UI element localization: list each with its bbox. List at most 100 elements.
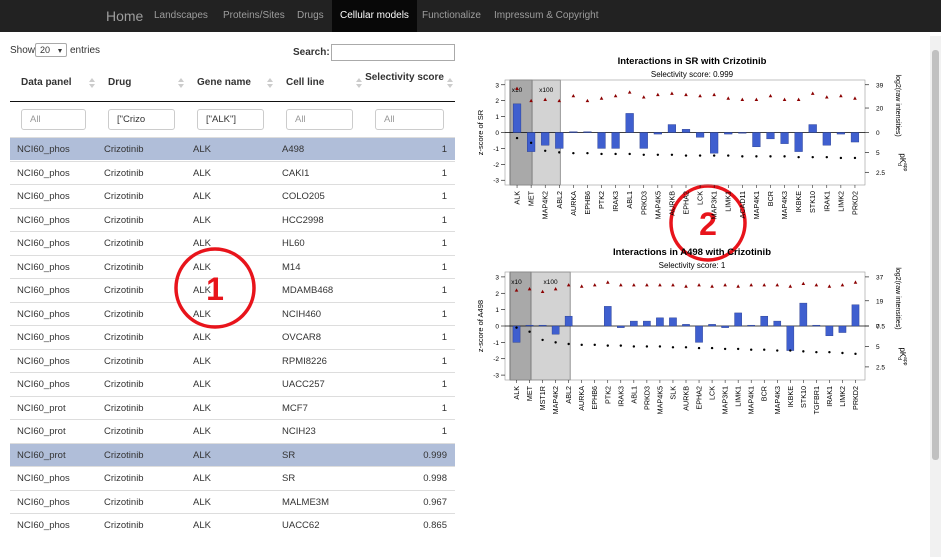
table-cell: SR: [282, 449, 296, 461]
pkd-marker: [528, 330, 531, 333]
table-cell: ALK: [193, 332, 211, 343]
group-label: x10: [512, 87, 523, 94]
intensity-marker: [605, 280, 610, 284]
table-row[interactable]: NCI60_phos Crizotinib ALK A498 1: [10, 137, 455, 160]
table-row[interactable]: NCI60_phos Crizotinib ALK MDAMB468 1: [10, 278, 455, 301]
column-header[interactable]: Selectivity score: [365, 72, 444, 83]
bar: [760, 315, 769, 327]
intensity-marker: [613, 93, 618, 98]
sort-icon: [267, 78, 273, 82]
intensity-marker: [632, 283, 636, 287]
annotation-circle: [669, 184, 747, 262]
pkd-marker: [698, 154, 702, 157]
filter-input[interactable]: All: [375, 109, 444, 130]
length-select[interactable]: 20: [35, 43, 67, 57]
y3-tick-label: 2.5: [876, 170, 885, 177]
filter-input[interactable]: ["ALK"]: [197, 109, 264, 130]
pkd-marker: [815, 350, 818, 354]
bar: [825, 325, 834, 337]
bar: [822, 132, 831, 146]
header-rule: [10, 101, 455, 102]
table-row[interactable]: NCI60_prot Crizotinib ALK MCF7 1: [10, 395, 455, 419]
pkd-marker: [789, 349, 792, 352]
x-tick-label: IRAK3: [616, 386, 625, 407]
x-tick-label: STK10: [799, 386, 808, 408]
scrollbar[interactable]: [930, 36, 941, 557]
nav-link[interactable]: Drugs: [297, 10, 324, 21]
nav-brand[interactable]: Home: [106, 8, 144, 24]
column-header[interactable]: Drug: [108, 77, 132, 88]
table-row[interactable]: NCI60_phos Crizotinib ALK HL60 1: [10, 231, 455, 254]
table-row[interactable]: NCI60_phos Crizotinib ALK HCC2998 1: [10, 207, 455, 231]
table-cell: ALK: [193, 167, 211, 179]
filter-input[interactable]: ["Crizo: [108, 109, 175, 130]
intensity-marker: [796, 97, 801, 101]
y3-tick-label: 2.5: [876, 364, 885, 371]
column-header[interactable]: Gene name: [197, 77, 251, 88]
nav-link[interactable]: Functionalize: [422, 10, 481, 21]
table-row[interactable]: NCI60_phos Crizotinib ALK NCIH460 1: [10, 301, 455, 325]
nav-link[interactable]: Landscapes: [154, 10, 208, 21]
x-tick-label: MAP4K1: [752, 191, 761, 219]
x-tick-label: MAP3K1: [710, 191, 719, 219]
table-row[interactable]: NCI60_phos Crizotinib ALK UACC257 1: [10, 372, 455, 395]
table-row[interactable]: NCI60_phos Crizotinib ALK SR 0.998: [10, 466, 455, 489]
nav-link[interactable]: Cellular models: [332, 0, 417, 32]
table-cell: RPMI8226: [282, 355, 327, 367]
filter-input[interactable]: All: [21, 109, 86, 130]
table-row[interactable]: NCI60_phos Crizotinib ALK COLO205 1: [10, 184, 455, 207]
nav-link[interactable]: Impressum & Copyright: [494, 10, 599, 21]
x-tick-label: LIMK2: [838, 386, 847, 407]
scroll-thumb[interactable]: [932, 50, 939, 460]
x-tick-label: ABL1: [625, 191, 634, 209]
x-tick-label: AURKA: [577, 386, 586, 411]
nav-link[interactable]: Proteins/Sites: [223, 10, 285, 21]
table-cell: NCIH460: [282, 308, 322, 320]
bar: [752, 132, 761, 148]
y-tick-label: 0: [495, 324, 499, 331]
table-row[interactable]: NCI60_phos Crizotinib ALK MALME3M 0.967: [10, 489, 455, 513]
pkd-marker: [839, 156, 843, 160]
table-row[interactable]: NCI60_phos Crizotinib ALK M14 1: [10, 254, 455, 278]
y3-label-sup: app: [902, 163, 908, 172]
y-tick-label: 1: [495, 307, 499, 314]
x-tick-label: ALK: [513, 191, 522, 205]
table-row[interactable]: NCI60_phos Crizotinib ALK UACC62 0.865: [10, 513, 455, 536]
table-row[interactable]: NCI60_prot Crizotinib ALK SR 0.999: [10, 442, 455, 466]
pkd-marker: [741, 155, 744, 158]
pkd-marker: [853, 156, 857, 160]
table-cell: MALME3M: [282, 496, 329, 508]
table-row[interactable]: NCI60_prot Crizotinib ALK NCIH23 1: [10, 419, 455, 442]
column-header[interactable]: Data panel: [21, 77, 72, 88]
table-cell: Crizotinib: [104, 261, 144, 273]
y-axis-label: z-score of A498: [476, 300, 485, 352]
filter-input[interactable]: All: [286, 109, 353, 130]
table-cell: ALK: [193, 449, 211, 461]
bar: [799, 302, 808, 327]
column-header[interactable]: Cell line: [286, 77, 325, 88]
pkd-marker: [684, 346, 688, 349]
pkd-marker: [776, 349, 779, 352]
search-input[interactable]: [331, 44, 455, 61]
show-label: Show: [10, 45, 36, 56]
intensity-marker: [801, 281, 806, 286]
intensity-marker: [788, 284, 793, 288]
intensity-marker: [527, 287, 532, 291]
x-tick-label: ABL1: [629, 386, 638, 404]
y3-label-sub: d: [896, 357, 902, 360]
chart-title: Interactions in A498 with Crizotinib: [613, 247, 771, 258]
table-row[interactable]: NCI60_phos Crizotinib ALK OVCAR8 1: [10, 325, 455, 348]
table-cell: MDAMB468: [282, 285, 334, 296]
table-row[interactable]: NCI60_phos Crizotinib ALK RPMI8226 1: [10, 348, 455, 372]
intensity-marker: [514, 288, 519, 292]
bar: [617, 325, 625, 328]
table-cell: NCI60_phos: [17, 308, 70, 320]
table-row[interactable]: NCI60_phos Crizotinib ALK CAKI1 1: [10, 160, 455, 184]
y3-label-main: pK: [898, 347, 907, 357]
intensity-marker: [529, 98, 533, 103]
table-cell: ALK: [193, 520, 211, 531]
table-cell: HCC2998: [282, 214, 324, 226]
sort-icon: [356, 78, 362, 82]
x-tick-label: IKBKE: [794, 191, 803, 212]
